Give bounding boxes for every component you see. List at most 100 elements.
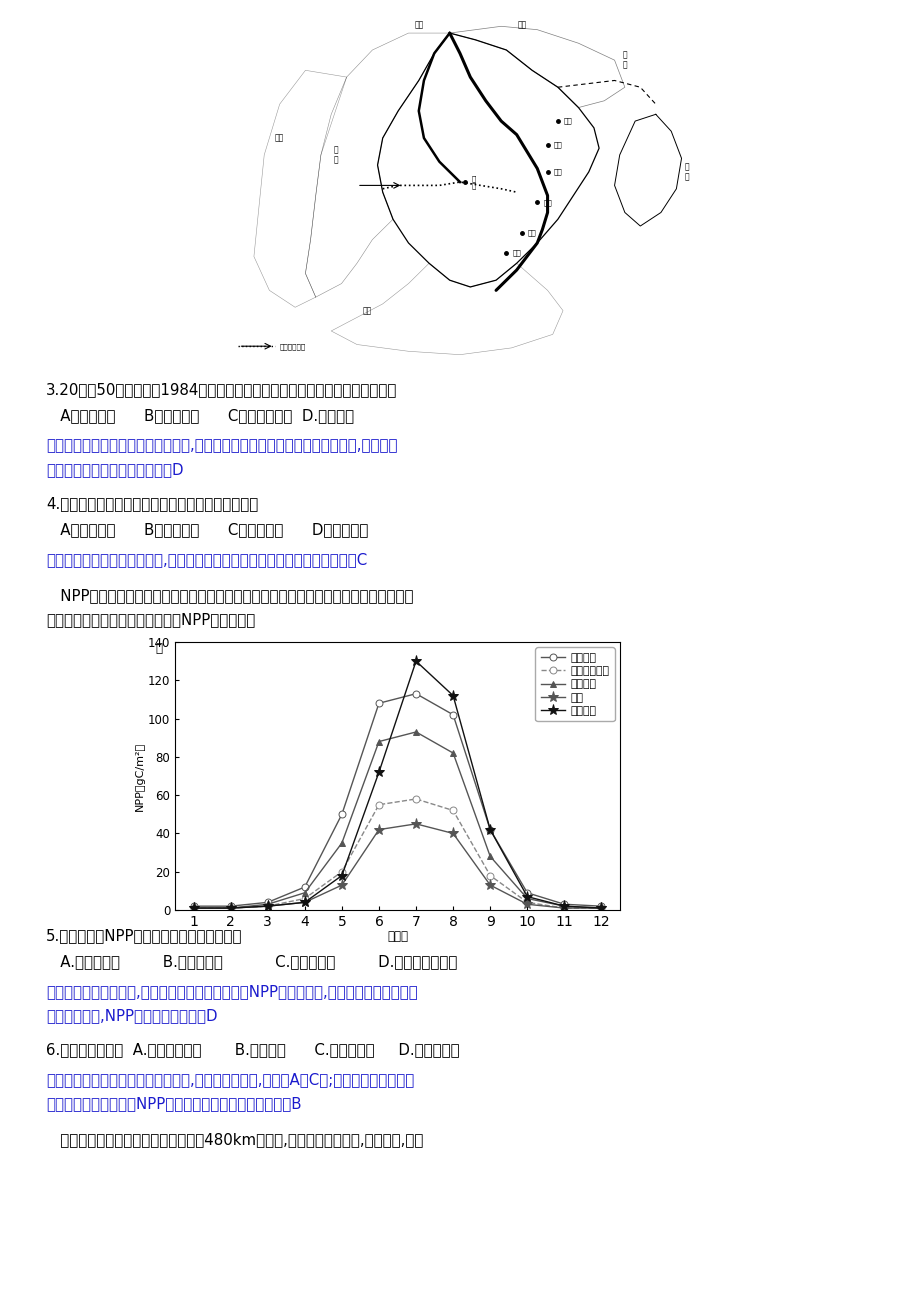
绿洲农田 xyxy=(225,900,236,915)
山地荒漠草原 xyxy=(558,900,569,915)
Text: 【解析】福建西部为武夷山脉,对福建对外交通建设有着较大的制约作用。答案C: 【解析】福建西部为武夷山脉,对福建对外交通建设有着较大的制约作用。答案C xyxy=(46,552,367,566)
Text: 莆田: 莆田 xyxy=(553,168,562,176)
Text: 湖北: 湖北 xyxy=(414,20,423,29)
山地荒漠草原 xyxy=(299,891,310,906)
山地森林 xyxy=(187,898,199,914)
绿洲农田 xyxy=(336,867,347,883)
沼泽 xyxy=(448,825,459,841)
Text: 泉州: 泉州 xyxy=(543,199,551,206)
山地森林 xyxy=(225,898,236,914)
山地草甸 xyxy=(262,897,273,913)
山地荒漠草原 xyxy=(225,900,236,915)
山地森林 xyxy=(596,898,607,914)
山地草甸 xyxy=(448,745,459,760)
Text: NPP表示净初级生产力，指从植物光合作用所固定的光合产物中扣除植物自身的呼吸消: NPP表示净初级生产力，指从植物光合作用所固定的光合产物中扣除植物自身的呼吸消 xyxy=(46,589,413,603)
Text: 湖南: 湖南 xyxy=(275,134,284,142)
山地荒漠草原 xyxy=(187,900,199,915)
山地荒漠草原 xyxy=(262,898,273,914)
Text: 厦门: 厦门 xyxy=(528,229,536,236)
沼泽 xyxy=(596,900,607,915)
Text: 雅鲁藏布江拉萨河口至尼洋河口长约480km的河段,河型河势变化较大,时而游荡,时而: 雅鲁藏布江拉萨河口至尼洋河口长约480km的河段,河型河势变化较大,时而游荡,时… xyxy=(46,1131,423,1147)
山地荒漠草原 xyxy=(373,797,384,812)
Line: 山地草甸: 山地草甸 xyxy=(190,729,605,911)
沼泽 xyxy=(187,900,199,915)
山地草甸 xyxy=(484,849,495,865)
绿洲农田 xyxy=(558,898,569,914)
Text: 广东: 广东 xyxy=(362,306,371,315)
山地荒漠草原 xyxy=(336,865,347,880)
绿洲农田 xyxy=(448,687,459,703)
Text: A.海拔和水分         B.地形和坡向           C.水分和天气         D.热量和植被密度: A.海拔和水分 B.地形和坡向 C.水分和天气 D.热量和植被密度 xyxy=(46,954,457,969)
山地草甸 xyxy=(558,898,569,914)
Y-axis label: NPP（gC/m²）: NPP（gC/m²） xyxy=(135,741,145,811)
Text: 4.福建完成图示交通规划需要克服的突出自然障碍是: 4.福建完成图示交通规划需要克服的突出自然障碍是 xyxy=(46,496,258,510)
Text: 福州: 福州 xyxy=(553,142,562,148)
绿洲农田 xyxy=(521,889,532,905)
山地森林 xyxy=(521,885,532,901)
Line: 沼泽: 沼泽 xyxy=(187,818,607,914)
沼泽 xyxy=(225,900,236,915)
绿洲农田 xyxy=(299,894,310,910)
Text: 漳州: 漳州 xyxy=(512,250,521,256)
沼泽 xyxy=(484,878,495,893)
Text: 制约了临海重化工业发展。答案D: 制约了临海重化工业发展。答案D xyxy=(46,462,183,477)
绿洲农田 xyxy=(484,822,495,837)
Text: A．河流纵横      B．气象气候      C．地形地质      D．植被土壤: A．河流纵横 B．气象气候 C．地形地质 D．植被土壤 xyxy=(46,522,368,536)
山地森林 xyxy=(336,806,347,822)
Text: 江
西: 江 西 xyxy=(334,146,338,164)
Text: 【解析】福建沿海位于台湾海峡西岸,在当时国际形式存在不安定因素的背景下,国防政策: 【解析】福建沿海位于台湾海峡西岸,在当时国际形式存在不安定因素的背景下,国防政策 xyxy=(46,437,397,453)
山地草甸 xyxy=(336,835,347,850)
山地森林 xyxy=(484,822,495,837)
Text: 色植物密集区,NPP合成量也大。答案D: 色植物密集区,NPP合成量也大。答案D xyxy=(46,1008,217,1023)
绿洲农田 xyxy=(596,900,607,915)
沼泽 xyxy=(299,894,310,910)
绿洲农田 xyxy=(373,764,384,780)
Text: 建
宁: 建 宁 xyxy=(471,174,475,189)
绿洲农田 xyxy=(187,900,199,915)
Line: 山地荒漠草原: 山地荒漠草原 xyxy=(190,796,605,911)
山地荒漠草原 xyxy=(521,894,532,910)
Legend: 山地森林, 山地荒漠草原, 山地草甸, 沼泽, 绿洲农田: 山地森林, 山地荒漠草原, 山地草甸, 沼泽, 绿洲农田 xyxy=(535,647,614,721)
Text: 【解析】通过图示可知,气温高、光照条件好的夏季NPP合成量最大,同时山地森林、草甸绿: 【解析】通过图示可知,气温高、光照条件好的夏季NPP合成量最大,同时山地森林、草… xyxy=(46,984,417,999)
山地荒漠草原 xyxy=(596,900,607,915)
山地森林 xyxy=(448,707,459,723)
山地草甸 xyxy=(521,891,532,906)
Text: 6.该山地最可能为  A.阿尔卑斯山区       B.天山山区      C.乌拉尔山区     D.安第斯山区: 6.该山地最可能为 A.阿尔卑斯山区 B.天山山区 C.乌拉尔山区 D.安第斯山… xyxy=(46,1042,460,1057)
沼泽 xyxy=(336,878,347,893)
Line: 绿洲农田: 绿洲农田 xyxy=(187,656,607,914)
Text: 主要交通干线: 主要交通干线 xyxy=(279,342,306,349)
Text: A．资源禀赋      B．西部开发      C．交通通达度  D.国防政策: A．资源禀赋 B．西部开发 C．交通通达度 D.国防政策 xyxy=(46,408,354,423)
Text: 浙
江: 浙 江 xyxy=(622,51,627,70)
山地荒漠草原 xyxy=(448,802,459,818)
沼泽 xyxy=(410,816,421,832)
山地森林 xyxy=(558,897,569,913)
Text: 【解析】由该地有绿洲农田分布可知,该地区存在荒漠,可排除A、C项;安第斯山位于北半球: 【解析】由该地有绿洲农田分布可知,该地区存在荒漠,可排除A、C项;安第斯山位于北… xyxy=(46,1072,414,1087)
山地草甸 xyxy=(225,900,236,915)
绿洲农田 xyxy=(410,654,421,669)
X-axis label: （月）: （月） xyxy=(387,930,407,943)
沼泽 xyxy=(521,897,532,913)
沼泽 xyxy=(262,898,273,914)
绿洲农田 xyxy=(262,898,273,914)
山地荒漠草原 xyxy=(484,867,495,883)
Text: 安徽: 安徽 xyxy=(516,20,526,29)
Text: 3.20世纪50年代后期至1984年，福建临海重化工业发展缓慢的主要制约因素是: 3.20世纪50年代后期至1984年，福建临海重化工业发展缓慢的主要制约因素是 xyxy=(46,381,397,397)
山地森林 xyxy=(373,695,384,711)
山地草甸 xyxy=(187,900,199,915)
山地草甸 xyxy=(410,724,421,740)
Text: 月: 月 xyxy=(154,642,162,655)
Text: 耗部分。下图为某地区不同植被的NPP年变化图。: 耗部分。下图为某地区不同植被的NPP年变化图。 xyxy=(46,612,255,628)
山地荒漠草原 xyxy=(410,792,421,807)
Text: 低纬度和南半球不符合NPP夏季合成量大的变化规律。答案B: 低纬度和南半球不符合NPP夏季合成量大的变化规律。答案B xyxy=(46,1096,301,1111)
山地森林 xyxy=(299,879,310,894)
Text: 台
湾: 台 湾 xyxy=(684,163,688,181)
山地草甸 xyxy=(299,885,310,901)
山地森林 xyxy=(262,894,273,910)
Line: 山地森林: 山地森林 xyxy=(190,690,605,910)
沼泽 xyxy=(373,822,384,837)
山地草甸 xyxy=(373,734,384,750)
Text: 宁德: 宁德 xyxy=(563,117,573,125)
沼泽 xyxy=(558,900,569,915)
山地草甸 xyxy=(596,900,607,915)
Text: 5.对图示地区NPP合成影响较大的因素可能是: 5.对图示地区NPP合成影响较大的因素可能是 xyxy=(46,928,243,943)
